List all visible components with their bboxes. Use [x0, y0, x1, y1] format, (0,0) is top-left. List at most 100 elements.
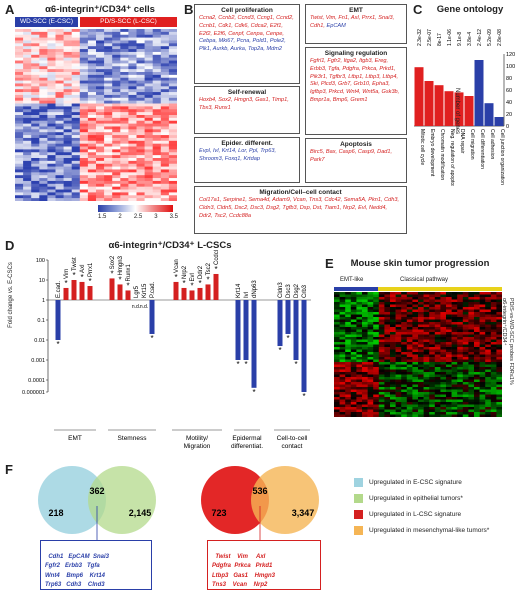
- heatmap-cell: [55, 86, 64, 90]
- heatmap-cell: [63, 126, 72, 130]
- heatmap-cell: [128, 51, 137, 56]
- heatmap-cell: [63, 83, 72, 87]
- heatmap-cell: [350, 354, 357, 358]
- heatmap-cell: [79, 169, 89, 173]
- heatmap-cell: [479, 329, 486, 333]
- group-label: Cell-to-cell: [277, 435, 308, 442]
- heatmap-cell: [446, 374, 452, 378]
- heatmap-cell: [378, 309, 385, 313]
- heatmap-cell: [104, 166, 113, 170]
- heatmap-cell: [390, 369, 396, 373]
- heatmap-cell: [39, 49, 48, 53]
- heatmap-cell: [152, 169, 162, 173]
- heatmap-cell: [160, 31, 170, 36]
- heatmap-cell: [434, 294, 441, 298]
- heatmap-cell: [71, 29, 81, 33]
- heatmap-cell: [39, 106, 48, 110]
- heatmap-cell: [446, 362, 452, 365]
- heatmap-cell: [31, 43, 40, 47]
- heatmap-cell: [23, 69, 32, 73]
- heatmap-cell: [446, 312, 452, 315]
- heatmap-cell: [168, 80, 177, 84]
- heatmap-cell: [362, 339, 368, 343]
- heatmap-cell: [15, 29, 24, 33]
- heatmap-cell: [39, 149, 48, 153]
- heatmap-cell: [79, 97, 89, 101]
- heatmap-cell: [47, 135, 56, 139]
- heatmap-cell: [440, 307, 447, 310]
- heatmap-cell: [128, 83, 137, 87]
- heatmap-cell: [485, 317, 492, 320]
- heatmap-cell: [434, 359, 441, 363]
- heatmap-cell: [451, 384, 458, 388]
- heatmap-cell: [479, 372, 486, 375]
- heatmap-cell: [128, 140, 137, 144]
- venn-legend: Upregulated in E-CSC signature Upregulat…: [354, 478, 489, 542]
- heatmap-cell: [345, 332, 352, 335]
- heatmap-cell: [87, 92, 97, 96]
- heatmap-cell: [418, 359, 424, 363]
- heatmap-cell: [429, 389, 436, 393]
- heatmap-cell: [350, 304, 357, 308]
- group-label: Epidermal: [232, 435, 262, 442]
- heatmap-cell: [490, 359, 497, 363]
- heatmap-cell: [87, 109, 97, 113]
- heatmap-cell: [474, 362, 480, 365]
- heatmap-cell: [457, 399, 464, 403]
- heatmap-cell: [485, 404, 492, 408]
- heatmap-cell: [160, 175, 170, 179]
- heatmap-cell: [96, 109, 105, 113]
- heatmap-cell: [334, 339, 340, 343]
- heatmap-cell: [104, 175, 113, 179]
- heatmap-cell: [55, 49, 64, 53]
- heatmap-cell: [412, 387, 419, 390]
- heatmap-cell: [423, 412, 430, 415]
- heatmap-cell: [423, 389, 430, 393]
- heatmap-cell: [429, 314, 436, 318]
- heatmap-cell: [423, 334, 430, 338]
- heatmap-cell: [55, 100, 64, 104]
- heatmap-cell: [160, 146, 170, 150]
- heatmap-cell: [136, 117, 145, 122]
- heatmap-cell: [373, 402, 380, 405]
- heatmap-cell: [474, 372, 480, 375]
- heatmap-cell: [71, 46, 81, 50]
- heatmap-cell: [378, 377, 385, 380]
- heatmap-cell: [384, 409, 391, 413]
- heatmap-cell: [479, 352, 486, 355]
- heatmap-cell: [31, 169, 40, 173]
- heatmap-cell: [15, 189, 24, 193]
- heatmap-cell: [390, 344, 396, 348]
- heatmap-cell: [71, 103, 81, 107]
- heatmap-cell: [39, 123, 48, 127]
- heatmap-cell: [152, 72, 162, 76]
- heatmap-cell: [160, 115, 170, 119]
- heatmap-cell: [434, 312, 441, 315]
- bar: [71, 280, 77, 300]
- heatmap-cell: [496, 304, 502, 308]
- heatmap-cell: [104, 57, 113, 61]
- heatmap-cell: [485, 357, 492, 360]
- heatmap-cell: [334, 317, 340, 320]
- heatmap-cell: [136, 31, 145, 36]
- gene-list: EpCAM: [326, 22, 346, 29]
- heatmap-cell: [47, 103, 56, 107]
- heatmap-cell: [485, 384, 492, 388]
- heatmap-cell: [479, 292, 486, 295]
- heatmap-cell: [462, 324, 469, 328]
- heatmap-cell: [79, 80, 89, 84]
- heatmap-cell: [446, 352, 452, 355]
- heatmap-cell: [406, 349, 413, 353]
- heatmap-cell: [390, 302, 396, 305]
- heatmap-cell: [144, 72, 153, 76]
- heatmap-cell: [468, 354, 475, 358]
- heatmap-cell: [462, 402, 469, 405]
- significance-star: *: [302, 392, 305, 401]
- heatmap-cell: [39, 183, 48, 187]
- heatmap-cell: [401, 334, 408, 338]
- heatmap-cell: [401, 337, 408, 340]
- heatmap-cell: [390, 399, 396, 403]
- heatmap-cell: [71, 66, 81, 70]
- heatmap-cell: [378, 409, 385, 413]
- heatmap-cell: [55, 183, 64, 187]
